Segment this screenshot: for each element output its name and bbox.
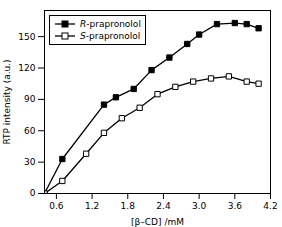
svg-text:4.2: 4.2 — [263, 201, 277, 211]
svg-text:1.2: 1.2 — [85, 201, 99, 211]
svg-text:120: 120 — [18, 63, 35, 73]
svg-text:150: 150 — [18, 32, 35, 42]
svg-text:90: 90 — [24, 94, 36, 104]
svg-text:3.6: 3.6 — [228, 201, 243, 211]
svg-text:0: 0 — [30, 188, 36, 198]
svg-text:30: 30 — [24, 157, 36, 167]
svg-text:1.8: 1.8 — [121, 201, 136, 211]
svg-text:3.0: 3.0 — [192, 201, 207, 211]
svg-text:RTP intensity (a.u.): RTP intensity (a.u.) — [2, 59, 12, 144]
svg-text:[β–CD] /mM: [β–CD] /mM — [131, 217, 184, 227]
svg-text:60: 60 — [24, 126, 36, 136]
svg-text:0.6: 0.6 — [49, 201, 64, 211]
svg-text:2.4: 2.4 — [156, 201, 171, 211]
html-text:S -prapronolol: S -prapronolol — [80, 31, 141, 41]
html-text:R -prapronolol: R -prapronolol — [80, 19, 141, 29]
